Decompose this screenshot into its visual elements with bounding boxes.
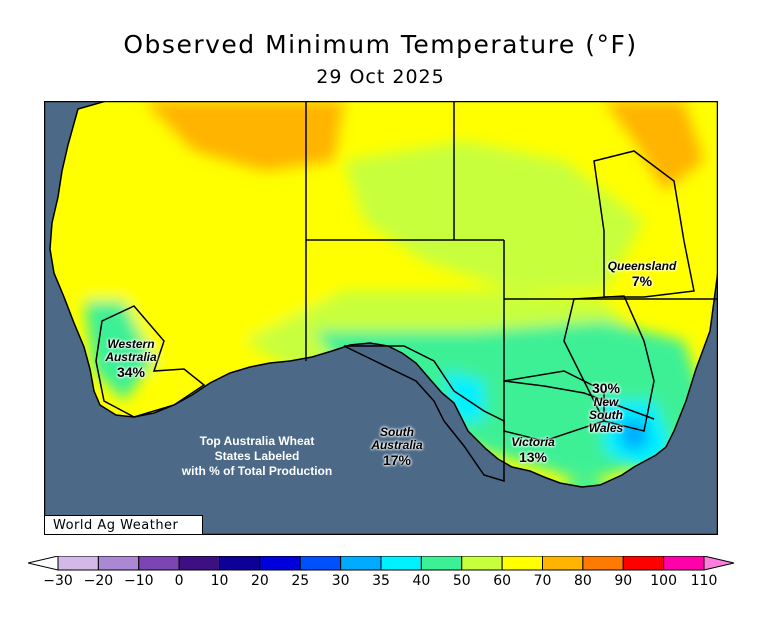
legend-swatch <box>582 556 624 571</box>
outline-nsw-wheatbelt <box>563 295 655 432</box>
temperature-map <box>44 101 718 535</box>
legend-swatch <box>259 556 301 571</box>
legend-tick-label: 10 <box>210 573 229 589</box>
legend-swatch <box>57 556 99 571</box>
map-title: Observed Minimum Temperature (°F) <box>123 30 638 59</box>
legend-tick-label: 40 <box>412 573 431 589</box>
legend-tick-label: 80 <box>573 573 592 589</box>
legend-tick-label: 30 <box>331 573 350 589</box>
state-borders <box>49 101 718 488</box>
state-name-line: Australia <box>371 438 423 452</box>
note-line: Top Australia Wheat <box>199 434 315 448</box>
legend-arrow-high <box>703 556 735 571</box>
state-name-line: South <box>589 408 623 422</box>
state-name-line: Queensland <box>607 259 677 273</box>
legend-tick-label: 35 <box>372 573 390 589</box>
contour-70-west <box>84 191 324 381</box>
legend-tick-label: 90 <box>614 573 633 589</box>
color-legend <box>28 556 735 571</box>
state-label-western-australia: Western Australia 34% <box>98 337 164 381</box>
contour-80-east <box>604 101 704 191</box>
legend-tick-label: −10 <box>123 573 154 589</box>
legend-tick-label: 25 <box>291 573 310 589</box>
legend-swatch <box>622 556 665 571</box>
legend-swatch <box>501 556 543 571</box>
credit-label: World Ag Weather <box>45 515 203 534</box>
note-line: States Labeled <box>214 449 300 463</box>
legend-swatch <box>420 556 463 571</box>
state-name-line: New <box>593 395 619 409</box>
outline-qld-wheatbelt <box>593 150 695 298</box>
legend-swatches <box>28 556 735 571</box>
legend-swatch <box>97 556 140 571</box>
legend-swatch <box>138 556 180 571</box>
state-label-victoria: Victoria 13% <box>500 435 566 466</box>
state-share: 7% <box>631 273 653 289</box>
map-frame <box>44 101 718 535</box>
state-name-line: Wales <box>588 421 624 435</box>
contour-60-interior <box>344 141 644 291</box>
state-label-south-australia: South Australia 17% <box>364 425 430 469</box>
outline-wa-wheatbelt <box>95 305 206 418</box>
legend-swatch <box>340 556 382 571</box>
legend-tick-label: 0 <box>174 573 184 589</box>
map-date: 29 Oct 2025 <box>316 66 445 88</box>
legend-tick-label: 20 <box>250 573 269 589</box>
state-name-line: Australia <box>105 350 157 364</box>
note-line: with % of Total Production <box>181 464 333 478</box>
legend-swatch <box>380 556 422 571</box>
legend-tick-label: 110 <box>690 573 718 589</box>
legend-swatch <box>219 556 261 571</box>
border-nsw-vic <box>503 380 655 420</box>
legend-tick-label: 60 <box>493 573 512 589</box>
legend-tick-label: 70 <box>533 573 552 589</box>
outline-sa-wheatbelt <box>343 345 505 483</box>
legend-arrow-low <box>28 556 59 571</box>
state-label-new-south-wales: 30% New South Wales <box>576 380 636 435</box>
state-share: 17% <box>382 452 412 468</box>
legend-tick-label: −30 <box>43 573 73 589</box>
contour-80-north <box>144 101 344 171</box>
state-label-queensland: Queensland 7% <box>602 259 682 290</box>
state-share: 34% <box>116 364 146 380</box>
state-share: 13% <box>518 449 548 465</box>
legend-swatch <box>178 556 220 571</box>
legend-swatch <box>299 556 342 571</box>
state-share: 30% <box>591 380 621 396</box>
wheat-note: Top Australia Wheat States Labeled with … <box>162 434 352 479</box>
legend-tick-label: 100 <box>650 573 677 589</box>
legend-swatch <box>461 556 503 571</box>
legend-tick-label: 50 <box>452 573 471 589</box>
legend-tick-label: −20 <box>83 573 114 589</box>
state-name-line: South <box>380 425 414 439</box>
legend-swatch <box>542 556 584 571</box>
state-name-line: Western <box>107 337 155 351</box>
state-name-line: Victoria <box>511 435 555 449</box>
legend-swatch <box>663 556 705 571</box>
